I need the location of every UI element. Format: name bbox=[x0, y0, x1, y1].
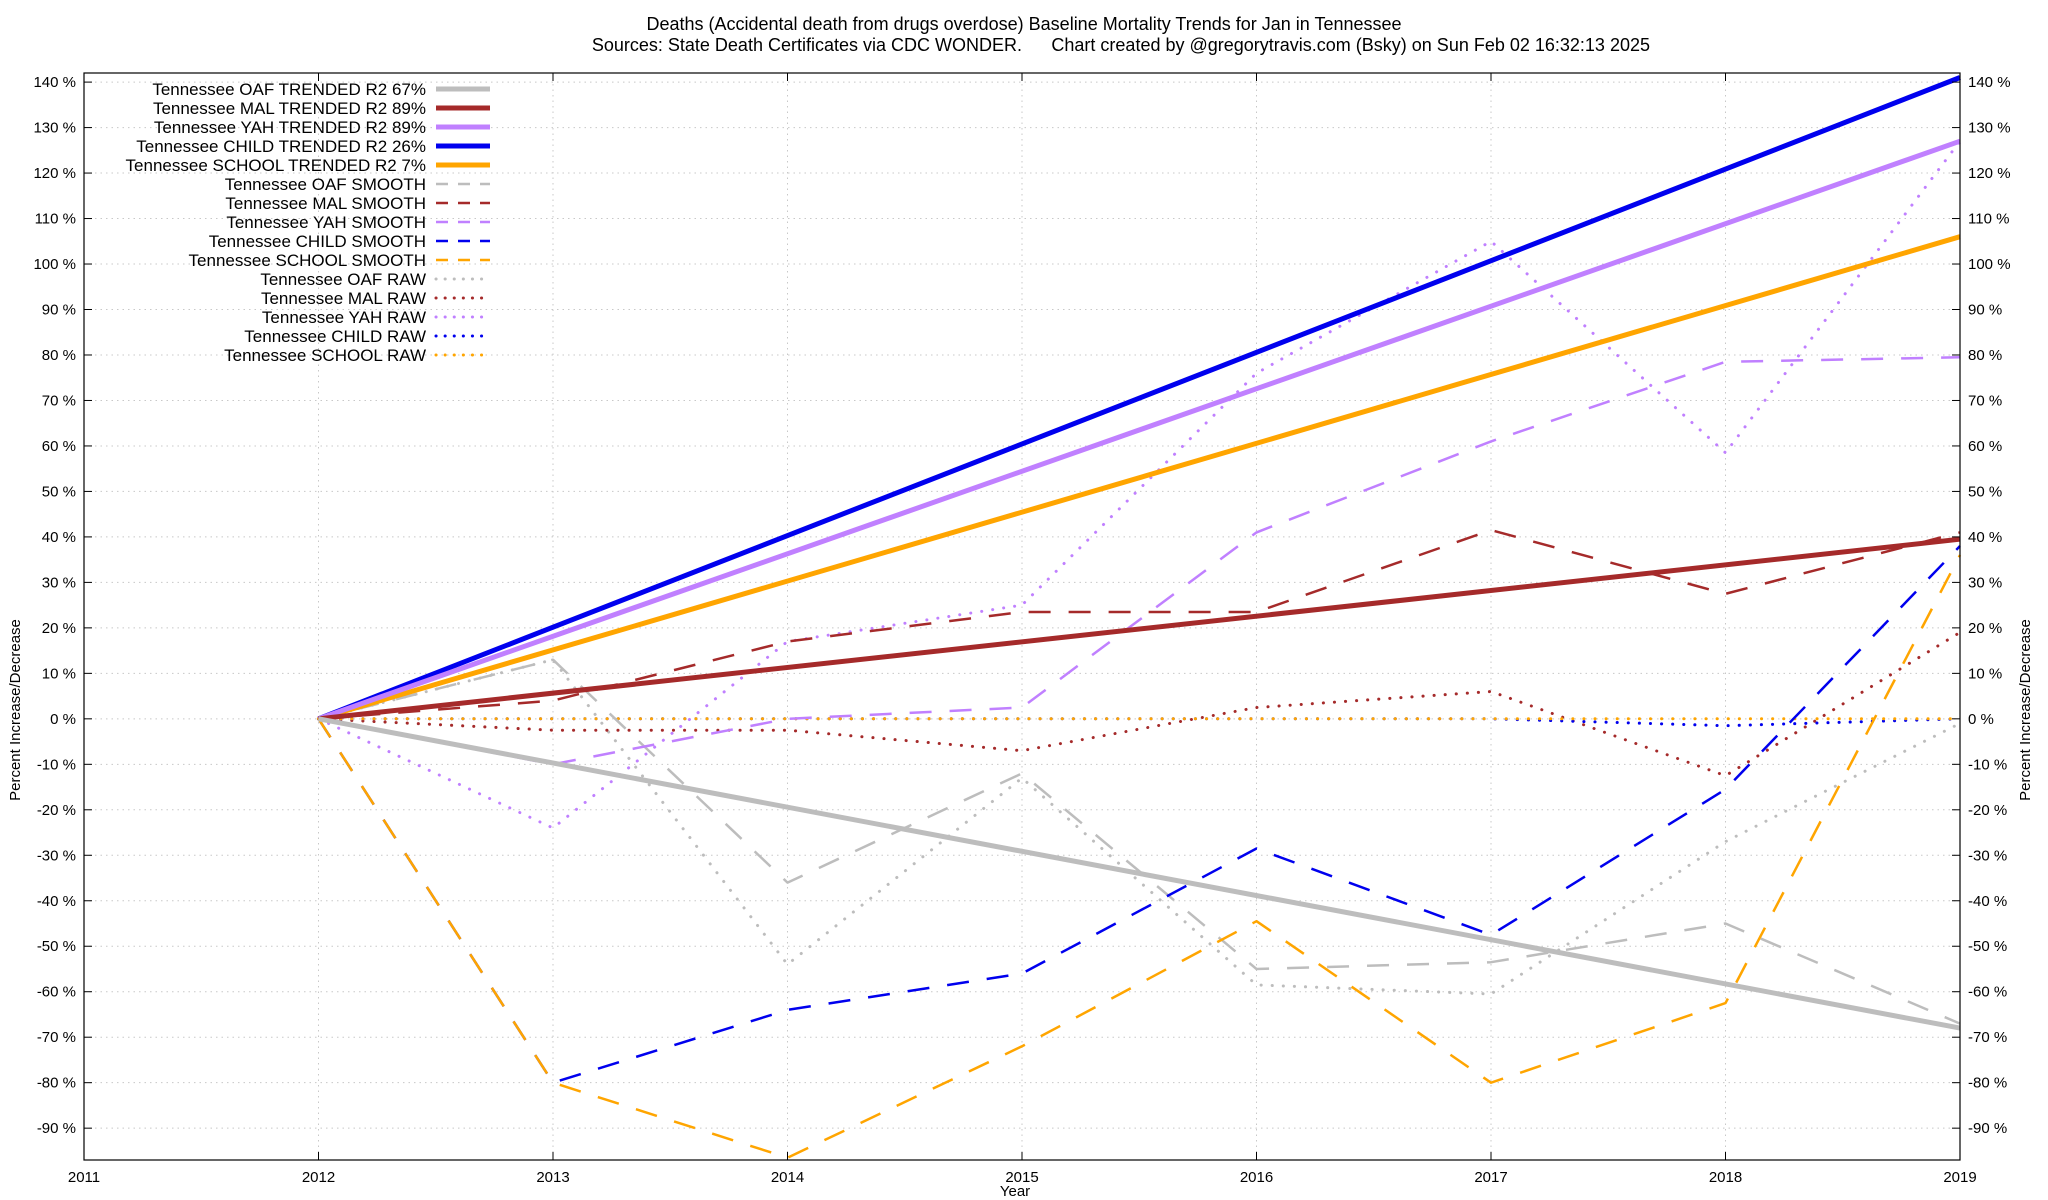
chart-subtitle-credit: Chart created by @gregorytravis.com (Bsk… bbox=[1051, 35, 1650, 55]
y-tick-label-left: -10 % bbox=[37, 756, 76, 773]
y-tick-label-left: 120 % bbox=[33, 165, 76, 182]
series-line-tennessee-school-smooth bbox=[317, 554, 1962, 1159]
legend-entry-label: Tennessee SCHOOL SMOOTH bbox=[189, 251, 426, 270]
y-tick-label-right: -60 % bbox=[1968, 984, 2007, 1001]
series-line-tennessee-oaf-raw bbox=[317, 658, 1962, 996]
x-tick-label: 2019 bbox=[1943, 1169, 1976, 1186]
y-tick-label-left: 80 % bbox=[42, 347, 76, 364]
y-tick-label-right: 70 % bbox=[1968, 392, 2002, 409]
chart-title: Deaths (Accidental death from drugs over… bbox=[646, 14, 1401, 34]
series-line-tennessee-mal-raw bbox=[317, 630, 1962, 778]
y-tick-label-left: 60 % bbox=[42, 438, 76, 455]
x-tick-label: 2013 bbox=[536, 1169, 569, 1186]
y-tick-label-left: -30 % bbox=[37, 847, 76, 864]
series-line-tennessee-oaf-smooth bbox=[318, 658, 1961, 1025]
legend-entry-label: Tennessee CHILD TRENDED R2 26% bbox=[136, 137, 426, 156]
y-tick-label-left: 110 % bbox=[35, 211, 76, 228]
x-tick-label: 2014 bbox=[771, 1169, 804, 1186]
y-tick-label-right: -40 % bbox=[1968, 893, 2007, 910]
y-tick-label-left: 140 % bbox=[33, 74, 76, 91]
y-tick-label-right: 20 % bbox=[1968, 620, 2002, 637]
y-tick-label-right: 100 % bbox=[1968, 256, 2011, 273]
series-line-tennessee-yah-trended-r2-89 bbox=[317, 138, 1961, 722]
x-tick-label: 2017 bbox=[1474, 1169, 1507, 1186]
y-tick-label-left: -50 % bbox=[37, 938, 76, 955]
y-tick-label-left: 20 % bbox=[42, 620, 76, 637]
legend-entry-label: Tennessee YAH RAW bbox=[262, 308, 426, 327]
legend-entry-label: Tennessee MAL SMOOTH bbox=[225, 194, 426, 213]
x-tick-label: 2011 bbox=[68, 1169, 100, 1186]
y-tick-label-right: -90 % bbox=[1968, 1120, 2007, 1137]
y-tick-label-right: 80 % bbox=[1968, 347, 2002, 364]
x-tick-label: 2015 bbox=[1005, 1169, 1038, 1186]
y-tick-label-right: 110 % bbox=[1968, 211, 2009, 228]
y-tick-label-right: 30 % bbox=[1968, 574, 2002, 591]
y-tick-label-left: 0 % bbox=[50, 711, 76, 728]
y-tick-label-left: -90 % bbox=[37, 1120, 76, 1137]
x-axis-label: Year bbox=[1000, 1183, 1030, 1200]
legend-entry-label: Tennessee MAL TRENDED R2 89% bbox=[153, 99, 426, 118]
y-tick-label-left: 50 % bbox=[42, 483, 76, 500]
legend-entry-label: Tennessee OAF SMOOTH bbox=[225, 175, 426, 194]
y-tick-label-left: -20 % bbox=[37, 802, 76, 819]
series-lines bbox=[317, 75, 1962, 1159]
y-tick-label-right: -50 % bbox=[1968, 938, 2007, 955]
legend-entry-label: Tennessee YAH SMOOTH bbox=[226, 213, 426, 232]
y-tick-label-right: 120 % bbox=[1968, 165, 2011, 182]
grid-lines bbox=[83, 73, 1961, 1160]
y-tick-label-left: -80 % bbox=[37, 1075, 76, 1092]
y-tick-label-left: 70 % bbox=[42, 392, 76, 409]
y-tick-label-left: -60 % bbox=[37, 984, 76, 1001]
y-axis-label-left: Percent Increase/Decrease bbox=[7, 619, 24, 801]
series-line-tennessee-child-smooth bbox=[317, 545, 1961, 1084]
legend-entry-label: Tennessee MAL RAW bbox=[261, 289, 426, 308]
series-line-tennessee-school-trended-r2-7 bbox=[317, 234, 1961, 722]
x-tick-label: 2018 bbox=[1709, 1169, 1742, 1186]
y-tick-label-right: -10 % bbox=[1968, 756, 2007, 773]
legend-entry-label: Tennessee YAH TRENDED R2 89% bbox=[154, 118, 426, 137]
y-tick-label-left: -40 % bbox=[37, 893, 76, 910]
legend-entry-label: Tennessee OAF RAW bbox=[260, 270, 426, 289]
y-tick-label-left: 100 % bbox=[33, 256, 76, 273]
series-line-tennessee-yah-raw bbox=[317, 139, 1962, 830]
y-tick-label-left: 10 % bbox=[42, 665, 76, 682]
legend-entry-label: Tennessee CHILD SMOOTH bbox=[209, 232, 426, 251]
legend: Tennessee OAF TRENDED R2 67%Tennessee MA… bbox=[126, 80, 492, 365]
y-axis-label-right: Percent Increase/Decrease bbox=[2017, 619, 2034, 801]
y-tick-label-right: -70 % bbox=[1968, 1029, 2007, 1046]
axis-ticks: 2011 2012 2013 2014 2015 2016 2017 2018 2019 -90 … bbox=[33, 73, 2011, 1186]
y-tick-label-right: -30 % bbox=[1968, 847, 2007, 864]
y-tick-label-right: 140 % bbox=[1968, 74, 2011, 91]
y-tick-label-left: 90 % bbox=[42, 302, 76, 319]
y-tick-label-left: -70 % bbox=[37, 1029, 76, 1046]
x-tick-label: 2012 bbox=[302, 1169, 335, 1186]
legend-entry-label: Tennessee OAF TRENDED R2 67% bbox=[152, 80, 426, 99]
y-tick-label-right: 40 % bbox=[1968, 529, 2002, 546]
series-line-tennessee-yah-smooth bbox=[318, 356, 1961, 766]
y-tick-label-right: 60 % bbox=[1968, 438, 2002, 455]
y-tick-label-right: 10 % bbox=[1968, 665, 2002, 682]
chart-subtitle-sources: Sources: State Death Certificates via CD… bbox=[592, 35, 1022, 55]
y-tick-label-right: -80 % bbox=[1968, 1075, 2007, 1092]
y-tick-label-right: 130 % bbox=[1968, 120, 2011, 137]
x-tick-label: 2016 bbox=[1240, 1169, 1273, 1186]
y-tick-label-right: 90 % bbox=[1968, 302, 2002, 319]
y-tick-label-right: -20 % bbox=[1968, 802, 2007, 819]
y-tick-label-right: 0 % bbox=[1968, 711, 1994, 728]
y-tick-label-left: 40 % bbox=[42, 529, 76, 546]
y-tick-label-left: 30 % bbox=[42, 574, 76, 591]
legend-entry-label: Tennessee SCHOOL RAW bbox=[224, 346, 426, 365]
legend-entry-label: Tennessee CHILD RAW bbox=[244, 327, 426, 346]
series-line-tennessee-oaf-trended-r2-67 bbox=[318, 716, 1961, 1031]
y-tick-label-left: 130 % bbox=[33, 120, 76, 137]
series-line-tennessee-child-trended-r2-26 bbox=[317, 75, 1961, 722]
y-tick-label-right: 50 % bbox=[1968, 483, 2002, 500]
series-line-tennessee-mal-trended-r2-89 bbox=[318, 536, 1961, 722]
legend-entry-label: Tennessee SCHOOL TRENDED R2 7% bbox=[126, 156, 426, 175]
